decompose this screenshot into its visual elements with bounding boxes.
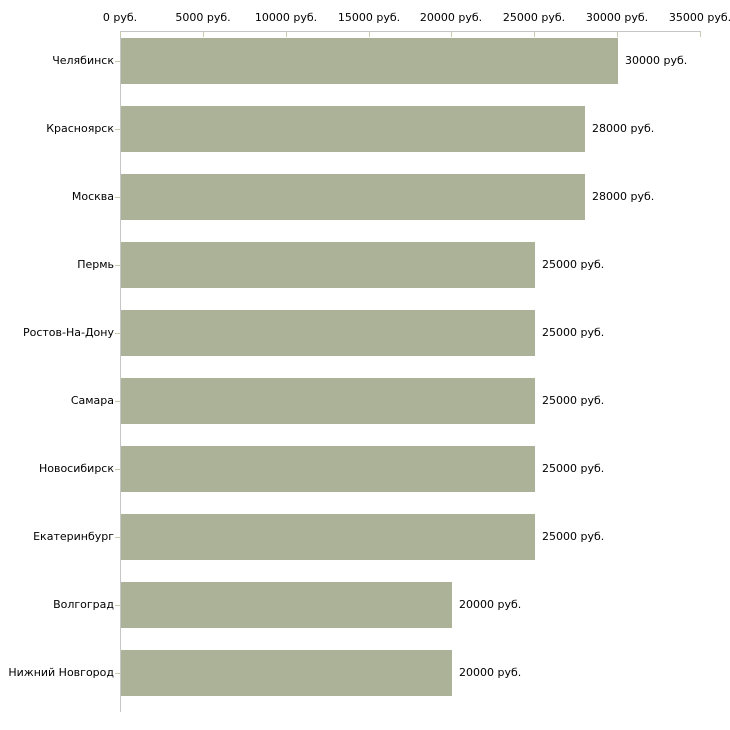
x-tick-mark [534,32,535,37]
y-tick-mark [115,673,120,674]
bar [121,174,585,220]
y-tick-mark [115,605,120,606]
bar [121,446,535,492]
x-tick-label: 30000 руб. [585,11,649,24]
x-tick-mark [369,32,370,37]
bar [121,106,585,152]
x-tick-label: 20000 руб. [419,11,483,24]
category-label: Красноярск [46,122,114,135]
value-label: 20000 руб. [459,666,522,679]
y-tick-mark [115,61,120,62]
value-label: 30000 руб. [625,54,688,67]
bar [121,378,535,424]
category-label: Челябинск [52,54,114,67]
x-tick-mark [700,32,701,37]
x-tick-label: 25000 руб. [502,11,566,24]
value-label: 25000 руб. [542,462,605,475]
x-tick-mark [617,32,618,37]
x-tick-mark [451,32,452,37]
x-tick-label: 15000 руб. [337,11,401,24]
category-label: Пермь [77,258,114,271]
value-label: 20000 руб. [459,598,522,611]
x-tick-mark [203,32,204,37]
bar [121,310,535,356]
x-tick-mark [286,32,287,37]
y-tick-mark [115,537,120,538]
y-axis-line [120,31,121,712]
category-label: Волгоград [53,598,114,611]
value-label: 28000 руб. [592,190,655,203]
x-tick-label: 35000 руб. [668,11,730,24]
value-label: 25000 руб. [542,258,605,271]
x-tick-mark [120,32,121,37]
bar [121,582,452,628]
category-label: Нижний Новгород [8,666,114,679]
bar [121,514,535,560]
bar [121,38,618,84]
y-tick-mark [115,265,120,266]
x-tick-label: 10000 руб. [254,11,318,24]
y-tick-mark [115,129,120,130]
y-tick-mark [115,469,120,470]
category-label: Ростов-На-Дону [22,326,114,339]
x-axis-line [120,31,701,32]
category-label: Москва [71,190,114,203]
y-tick-mark [115,197,120,198]
value-label: 25000 руб. [542,530,605,543]
value-label: 28000 руб. [592,122,655,135]
category-label: Самара [70,394,114,407]
value-label: 25000 руб. [542,326,605,339]
category-label: Екатеринбург [33,530,114,543]
bar [121,242,535,288]
y-tick-mark [115,401,120,402]
x-tick-label: 0 руб. [102,11,138,24]
category-label: Новосибирск [38,462,114,475]
value-label: 25000 руб. [542,394,605,407]
bar [121,650,452,696]
x-tick-label: 5000 руб. [175,11,231,24]
y-tick-mark [115,333,120,334]
